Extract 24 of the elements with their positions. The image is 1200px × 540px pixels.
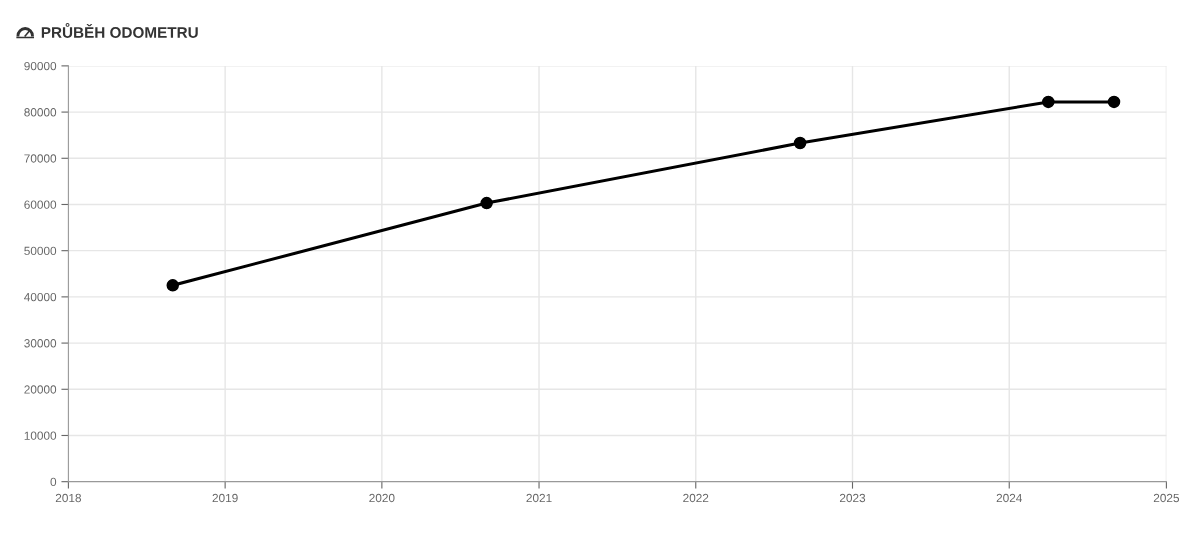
y-tick-label: 50000: [24, 246, 57, 256]
y-tick-label: 90000: [24, 61, 57, 71]
y-tick-label: 10000: [24, 431, 57, 440]
y-tick-label: 40000: [24, 292, 57, 302]
y-tick-label: 30000: [24, 339, 57, 348]
x-tick-label: 2020: [369, 493, 395, 503]
point: [793, 136, 807, 150]
y-tick-label: 0: [50, 477, 57, 487]
x-tick-label: 2024: [996, 493, 1023, 503]
x-tick-label: 2025: [1153, 493, 1180, 503]
y-tick-label: 60000: [24, 200, 57, 209]
x-tick-label: 2019: [212, 493, 238, 503]
point: [1107, 95, 1121, 109]
y-tick-label: 80000: [24, 108, 57, 117]
x-tick-label: 2018: [55, 493, 82, 503]
point: [166, 279, 179, 292]
y-tick-label: 20000: [24, 385, 57, 394]
x-tick-label: 2022: [683, 493, 709, 503]
x-tick-label: 2023: [839, 493, 866, 503]
y-tick-label: 70000: [24, 154, 57, 163]
chart-title: PRŮBĚH ODOMETRU: [41, 23, 198, 38]
point: [1042, 95, 1055, 109]
point: [480, 196, 493, 210]
x-tick-label: 2021: [526, 493, 552, 503]
